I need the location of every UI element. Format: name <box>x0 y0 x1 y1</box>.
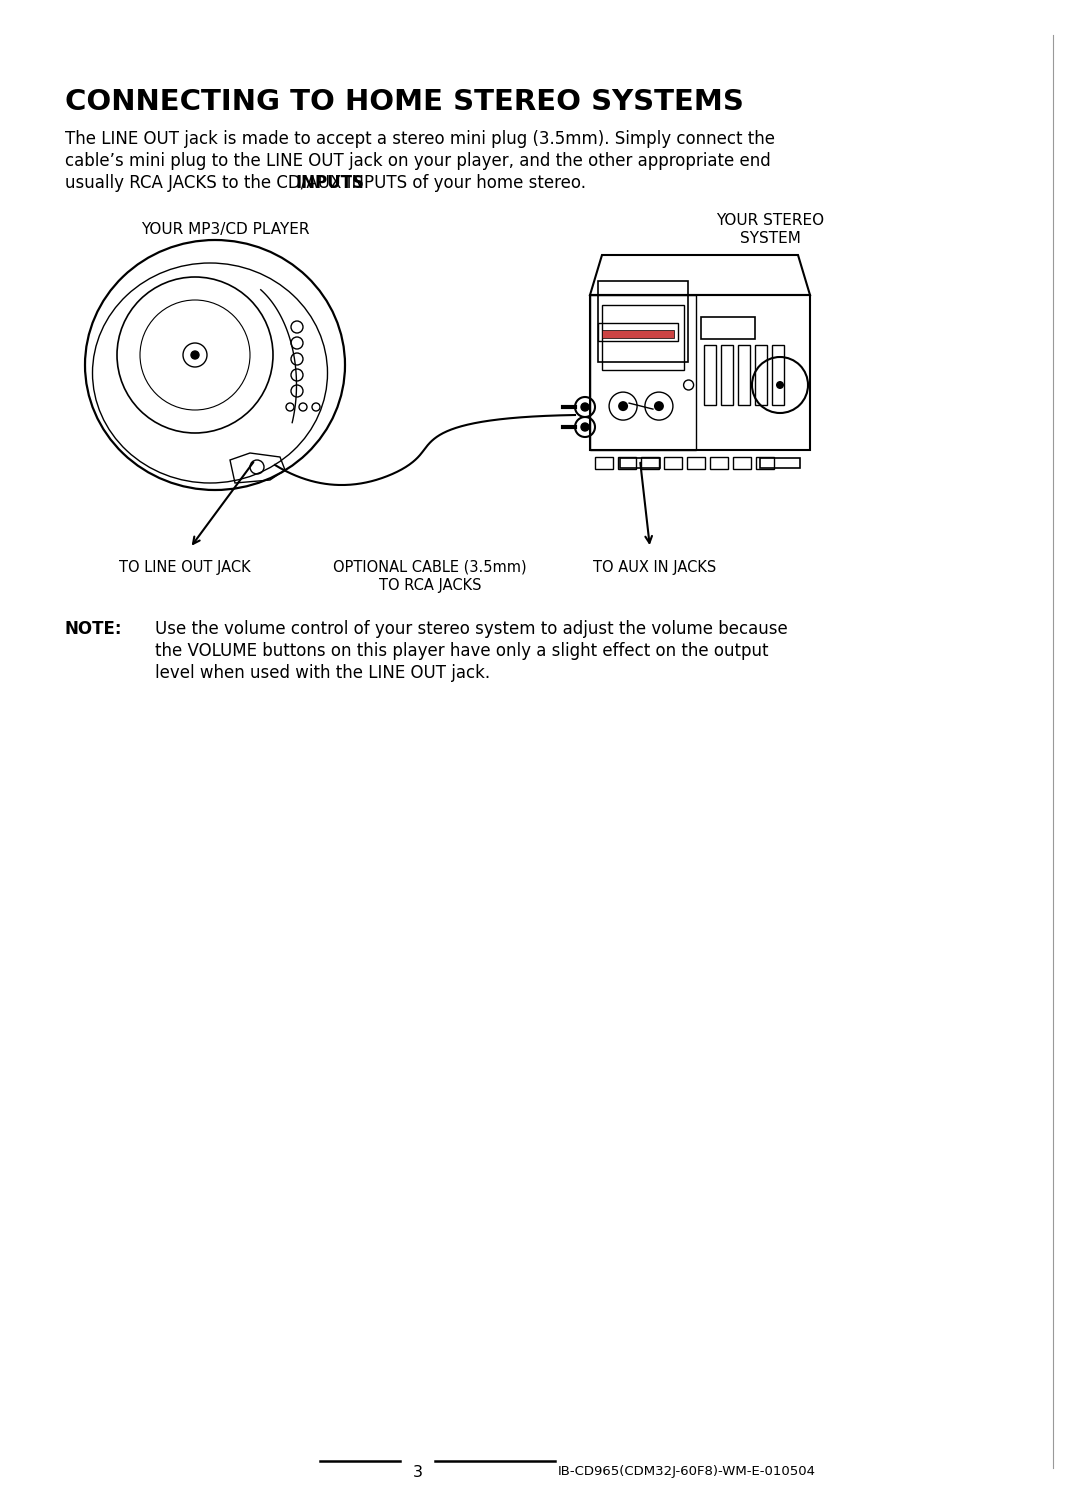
Text: NOTE:: NOTE: <box>65 621 122 637</box>
Circle shape <box>581 422 589 431</box>
Bar <box>664 457 681 469</box>
Bar <box>710 457 728 469</box>
Text: cable’s mini plug to the LINE OUT jack on your player, and the other appropriate: cable’s mini plug to the LINE OUT jack o… <box>65 152 771 170</box>
Text: the VOLUME buttons on this player have only a slight effect on the output: the VOLUME buttons on this player have o… <box>156 642 769 660</box>
Bar <box>595 457 613 469</box>
Text: YOUR MP3/CD PLAYER: YOUR MP3/CD PLAYER <box>140 222 309 237</box>
Bar <box>602 331 674 338</box>
Text: YOUR STEREO: YOUR STEREO <box>716 213 824 228</box>
Text: usually RCA JACKS to the CD/AUX INPUTS of your home stereo.: usually RCA JACKS to the CD/AUX INPUTS o… <box>65 174 586 192</box>
Bar <box>687 457 705 469</box>
Text: level when used with the LINE OUT jack.: level when used with the LINE OUT jack. <box>156 664 490 682</box>
Text: TO LINE OUT JACK: TO LINE OUT JACK <box>119 561 251 576</box>
Bar <box>771 346 784 404</box>
Text: TO AUX IN JACKS: TO AUX IN JACKS <box>593 561 717 576</box>
Bar <box>738 346 750 404</box>
Bar <box>598 281 688 362</box>
Text: IB-CD965(CDM32J-60F8)-WM-E-010504: IB-CD965(CDM32J-60F8)-WM-E-010504 <box>558 1465 816 1477</box>
Text: INPUTS: INPUTS <box>296 174 364 192</box>
Circle shape <box>581 403 589 410</box>
Bar <box>642 457 659 469</box>
Bar <box>760 458 800 467</box>
Bar <box>733 457 751 469</box>
Bar <box>756 457 774 469</box>
Bar <box>755 346 767 404</box>
Circle shape <box>653 401 664 412</box>
Bar <box>703 346 716 404</box>
Bar <box>590 295 810 449</box>
Bar <box>618 457 636 469</box>
Circle shape <box>191 352 199 359</box>
Bar <box>598 323 677 341</box>
Text: SYSTEM: SYSTEM <box>740 231 800 246</box>
Text: OPTIONAL CABLE (3.5mm): OPTIONAL CABLE (3.5mm) <box>334 561 527 576</box>
Bar <box>720 346 732 404</box>
Text: Use the volume control of your stereo system to adjust the volume because: Use the volume control of your stereo sy… <box>156 621 787 637</box>
Circle shape <box>618 401 629 412</box>
Bar <box>620 458 660 467</box>
Text: The LINE OUT jack is made to accept a stereo mini plug (3.5mm). Simply connect t: The LINE OUT jack is made to accept a st… <box>65 129 775 147</box>
Text: TO RCA JACKS: TO RCA JACKS <box>379 579 482 594</box>
Text: CONNECTING TO HOME STEREO SYSTEMS: CONNECTING TO HOME STEREO SYSTEMS <box>65 89 744 116</box>
Circle shape <box>777 380 784 389</box>
Bar <box>701 317 755 340</box>
Bar <box>602 305 684 370</box>
Bar <box>590 295 696 449</box>
Text: 3: 3 <box>413 1465 423 1480</box>
